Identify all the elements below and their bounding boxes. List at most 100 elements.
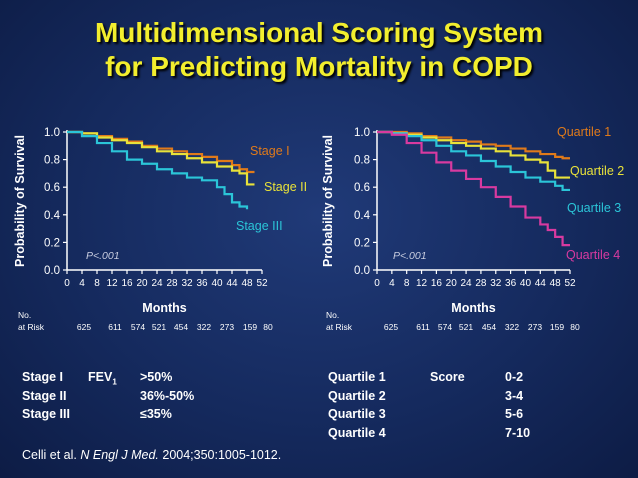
y-tick-label: 0.8 [44, 155, 60, 167]
y-tick-label: 0.0 [44, 265, 60, 277]
stage-legend-stage: Stage III [22, 407, 70, 421]
series-label: Stage III [236, 219, 283, 233]
y-tick-label: 0.6 [354, 182, 370, 194]
at-risk-value: 611 [108, 322, 122, 332]
at-risk-value: 454 [174, 322, 188, 332]
y-tick-label: 0.2 [44, 237, 60, 249]
x-tick-label: 40 [211, 278, 223, 289]
y-tick-label: 0.2 [354, 237, 370, 249]
x-tick-label: 12 [416, 278, 428, 289]
citation-details: 2004;350:1005-1012. [162, 448, 282, 462]
y-axis-label: Probability of Survival [321, 135, 335, 267]
at-risk-value: 574 [131, 322, 145, 332]
x-axis-label: Months [142, 301, 186, 315]
x-tick-label: 8 [404, 278, 410, 289]
x-tick-label: 52 [256, 278, 268, 289]
y-tick-label: 1.0 [354, 127, 370, 139]
at-risk-value: 159 [550, 322, 564, 332]
x-tick-label: 24 [151, 278, 163, 289]
quartile-legend-name: Quartile 1 [328, 370, 386, 384]
at-risk-value: 611 [416, 322, 430, 332]
x-tick-label: 44 [535, 278, 547, 289]
series-label: Quartile 2 [570, 164, 624, 178]
y-tick-label: 0.4 [354, 210, 371, 222]
citation-authors: Celli et al. [22, 448, 77, 462]
stage-legend-row: Stage I [22, 370, 63, 384]
risk-label-line2: at Risk [18, 322, 45, 332]
y-tick-label: 0.0 [354, 265, 370, 277]
x-tick-label: 36 [196, 278, 208, 289]
x-tick-label: 24 [461, 278, 473, 289]
x-tick-label: 4 [79, 278, 85, 289]
at-risk-value: 521 [459, 322, 473, 332]
x-tick-label: 28 [475, 278, 487, 289]
at-risk-value: 80 [570, 322, 580, 332]
x-tick-label: 20 [136, 278, 148, 289]
at-risk-value: 521 [152, 322, 166, 332]
series-line [377, 130, 570, 247]
series-line [377, 130, 570, 192]
x-tick-label: 0 [374, 278, 380, 289]
at-risk-value: 574 [438, 322, 452, 332]
series-line [67, 130, 255, 174]
stage-legend-range: >50% [140, 370, 173, 384]
y-tick-label: 0.4 [44, 210, 61, 222]
x-tick-label: 28 [166, 278, 178, 289]
at-risk-value: 159 [243, 322, 257, 332]
x-tick-label: 4 [389, 278, 395, 289]
x-tick-label: 36 [505, 278, 517, 289]
citation: Celli et al. N Engl J Med. 2004;350:1005… [22, 448, 281, 462]
at-risk-value: 322 [505, 322, 519, 332]
series-line [67, 130, 255, 186]
x-tick-label: 16 [121, 278, 133, 289]
y-tick-label: 0.8 [354, 155, 370, 167]
quartile-legend-name: Quartile 2 [328, 389, 386, 403]
fev-label: FEV1 [88, 370, 117, 387]
series-label: Quartile 4 [566, 248, 620, 262]
p-value-annotation: P<.001 [393, 250, 427, 262]
x-tick-label: 12 [106, 278, 118, 289]
x-tick-label: 8 [94, 278, 100, 289]
series-line [67, 130, 249, 210]
series-label: Stage I [250, 144, 290, 158]
at-risk-value: 454 [482, 322, 496, 332]
quartile-legend-score: 5-6 [505, 407, 524, 421]
risk-label-line1: No. [326, 310, 339, 320]
quartile-legend-score: 3-4 [505, 389, 524, 403]
x-tick-label: 32 [181, 278, 193, 289]
risk-label-line1: No. [18, 310, 31, 320]
y-tick-label: 1.0 [44, 127, 60, 139]
fev-label-base: FEV [88, 370, 113, 384]
at-risk-value: 273 [528, 322, 542, 332]
quartile-legend-score: 7-10 [505, 426, 531, 440]
stage-legend-stage: Stage II [22, 389, 67, 403]
x-tick-label: 40 [520, 278, 532, 289]
risk-label-line2: at Risk [326, 322, 353, 332]
x-axis-label: Months [451, 301, 495, 315]
quartile-legend-score: 0-2 [505, 370, 524, 384]
x-tick-label: 16 [431, 278, 443, 289]
x-tick-label: 44 [226, 278, 238, 289]
quartile-legend-name: Quartile 4 [328, 426, 386, 440]
series-label: Stage II [264, 180, 307, 194]
y-tick-label: 0.6 [44, 182, 60, 194]
title-line-2: for Predicting Mortality in COPD [105, 51, 533, 82]
at-risk-value: 80 [263, 322, 273, 332]
x-tick-label: 52 [564, 278, 576, 289]
at-risk-value: 625 [77, 322, 91, 332]
title-line-1: Multidimensional Scoring System [94, 17, 544, 48]
at-risk-value: 322 [197, 322, 211, 332]
quartile-score-header: Score [430, 370, 465, 384]
slide-title: Multidimensional Scoring System for Pred… [0, 16, 638, 84]
fev-label-sub: 1 [112, 377, 117, 387]
p-value-annotation: P<.001 [86, 250, 120, 262]
x-tick-label: 32 [490, 278, 502, 289]
stage-legend-stage: Stage I [22, 370, 63, 384]
citation-journal: N Engl J Med. [80, 448, 159, 462]
stage-legend-range: 36%-50% [140, 389, 195, 403]
series-label: Quartile 3 [567, 201, 621, 215]
at-risk-value: 273 [220, 322, 234, 332]
x-tick-label: 20 [446, 278, 458, 289]
stage-legend-range: ≤35% [140, 407, 172, 421]
x-tick-label: 48 [550, 278, 562, 289]
